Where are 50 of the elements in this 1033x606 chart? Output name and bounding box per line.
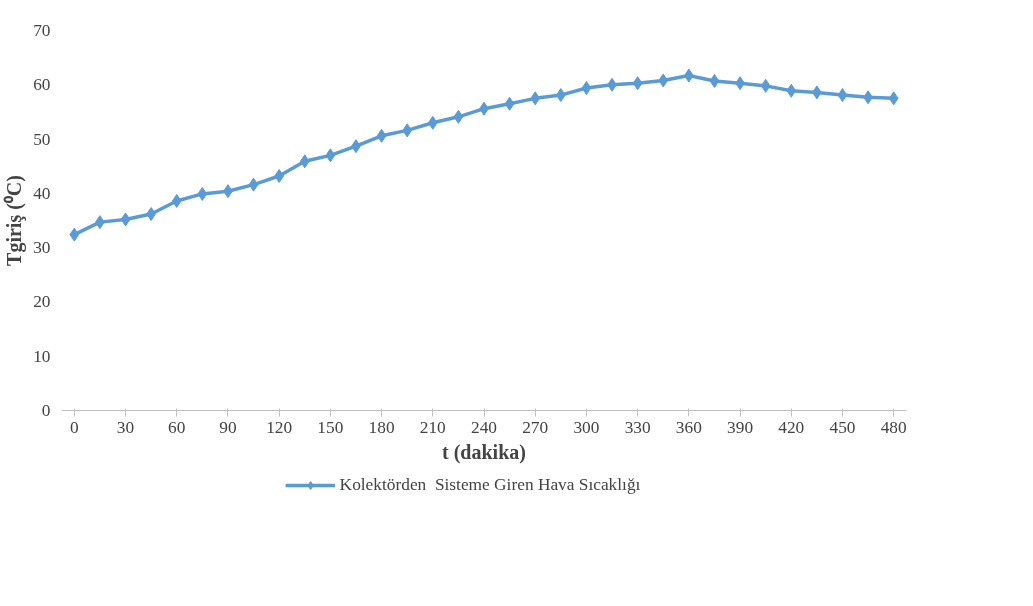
x-tick-label: 210 (419, 417, 446, 437)
point (632, 76, 643, 91)
x-tick-label: 450 (829, 417, 856, 437)
x-tick-label: 270 (522, 417, 549, 437)
y-tick-label: 40 (33, 183, 51, 203)
point (299, 154, 310, 169)
point (760, 78, 771, 93)
point (69, 227, 80, 242)
point (402, 123, 413, 138)
x-tick-label: 150 (317, 417, 344, 437)
x-axis-title: t (dakika) (442, 440, 526, 464)
point (530, 91, 541, 106)
x-tick-label: 330 (624, 417, 651, 437)
x-tick-label: 0 (69, 417, 79, 437)
point (888, 91, 899, 106)
y-tick-label: 0 (41, 401, 51, 420)
x-tick-label: 30 (116, 417, 135, 437)
y-tick-label: 60 (33, 75, 51, 95)
point (171, 193, 182, 208)
point (555, 88, 566, 103)
x-tick-label: 360 (675, 417, 702, 437)
point (120, 212, 131, 227)
point (581, 81, 592, 96)
point (837, 88, 848, 103)
point (504, 96, 515, 111)
point (325, 148, 336, 163)
y-tick-label: 30 (33, 238, 51, 258)
point (197, 186, 208, 201)
y-tick-label: 10 (33, 346, 51, 366)
point (453, 109, 464, 124)
point (658, 73, 669, 88)
y-tick-label: 70 (33, 21, 51, 40)
y-axis-title: Tgiriş (⁰C) (3, 175, 27, 266)
x-tick-label: 120 (266, 417, 293, 437)
x-tick-label: 390 (727, 417, 754, 437)
point (427, 115, 438, 130)
x-tick-label: 240 (471, 417, 497, 437)
x-tick-label: 300 (573, 417, 600, 437)
x-tick-label: 60 (168, 417, 186, 437)
legend-label: Kolektörden Sisteme Giren Hava Sıcaklığı (339, 475, 641, 495)
y-tick-label: 50 (33, 129, 51, 149)
x-tick-label: 90 (219, 417, 237, 437)
point (376, 128, 387, 143)
point (709, 73, 720, 88)
point (248, 177, 259, 192)
point (786, 83, 797, 98)
x-tick-label: 420 (778, 417, 805, 437)
y-tick-label: 20 (33, 292, 51, 312)
x-tick-label: 480 (880, 417, 907, 437)
x-tick-label: 180 (368, 417, 395, 437)
